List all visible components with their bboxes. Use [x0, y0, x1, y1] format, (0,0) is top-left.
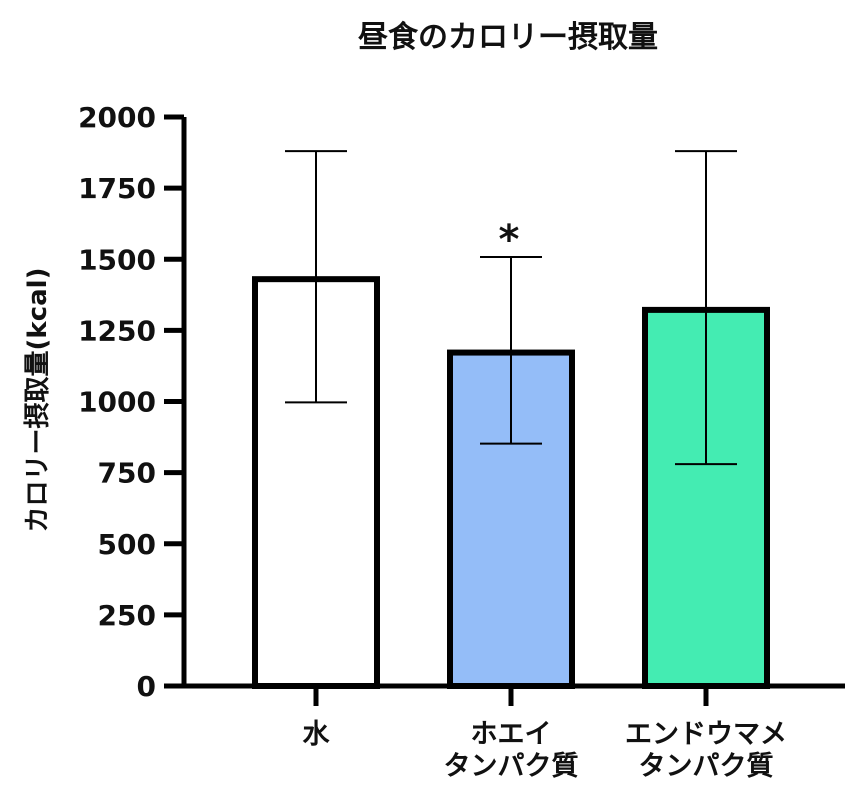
y-tick-label: 1000: [78, 386, 156, 419]
y-tick-label: 500: [98, 528, 156, 561]
x-tick-label-line: 水: [303, 719, 331, 750]
x-tick-label-line: エンドウマメ: [625, 719, 787, 750]
y-tick-label: 250: [98, 599, 156, 632]
y-tick-label: 1750: [78, 172, 156, 205]
y-tick-label: 2000: [78, 101, 156, 134]
y-tick-label: 0: [137, 670, 156, 703]
x-tick-label-line: タンパク質: [444, 751, 579, 782]
x-tick-label: 水: [303, 719, 331, 750]
y-axis-label: カロリー摂取量(kcal): [22, 268, 53, 533]
x-tick-label: ホエイタンパク質: [444, 719, 579, 782]
chart-title: 昼食のカロリー摂取量: [358, 20, 658, 55]
y-tick-label: 1250: [78, 314, 156, 347]
x-tick-label-line: タンパク質: [639, 751, 774, 782]
x-tick-label-line: ホエイ: [471, 719, 552, 750]
significance-marker: *: [499, 217, 520, 263]
y-tick-label: 750: [98, 457, 156, 490]
x-tick-label: エンドウマメタンパク質: [625, 719, 787, 782]
y-tick-label: 1500: [78, 243, 156, 276]
